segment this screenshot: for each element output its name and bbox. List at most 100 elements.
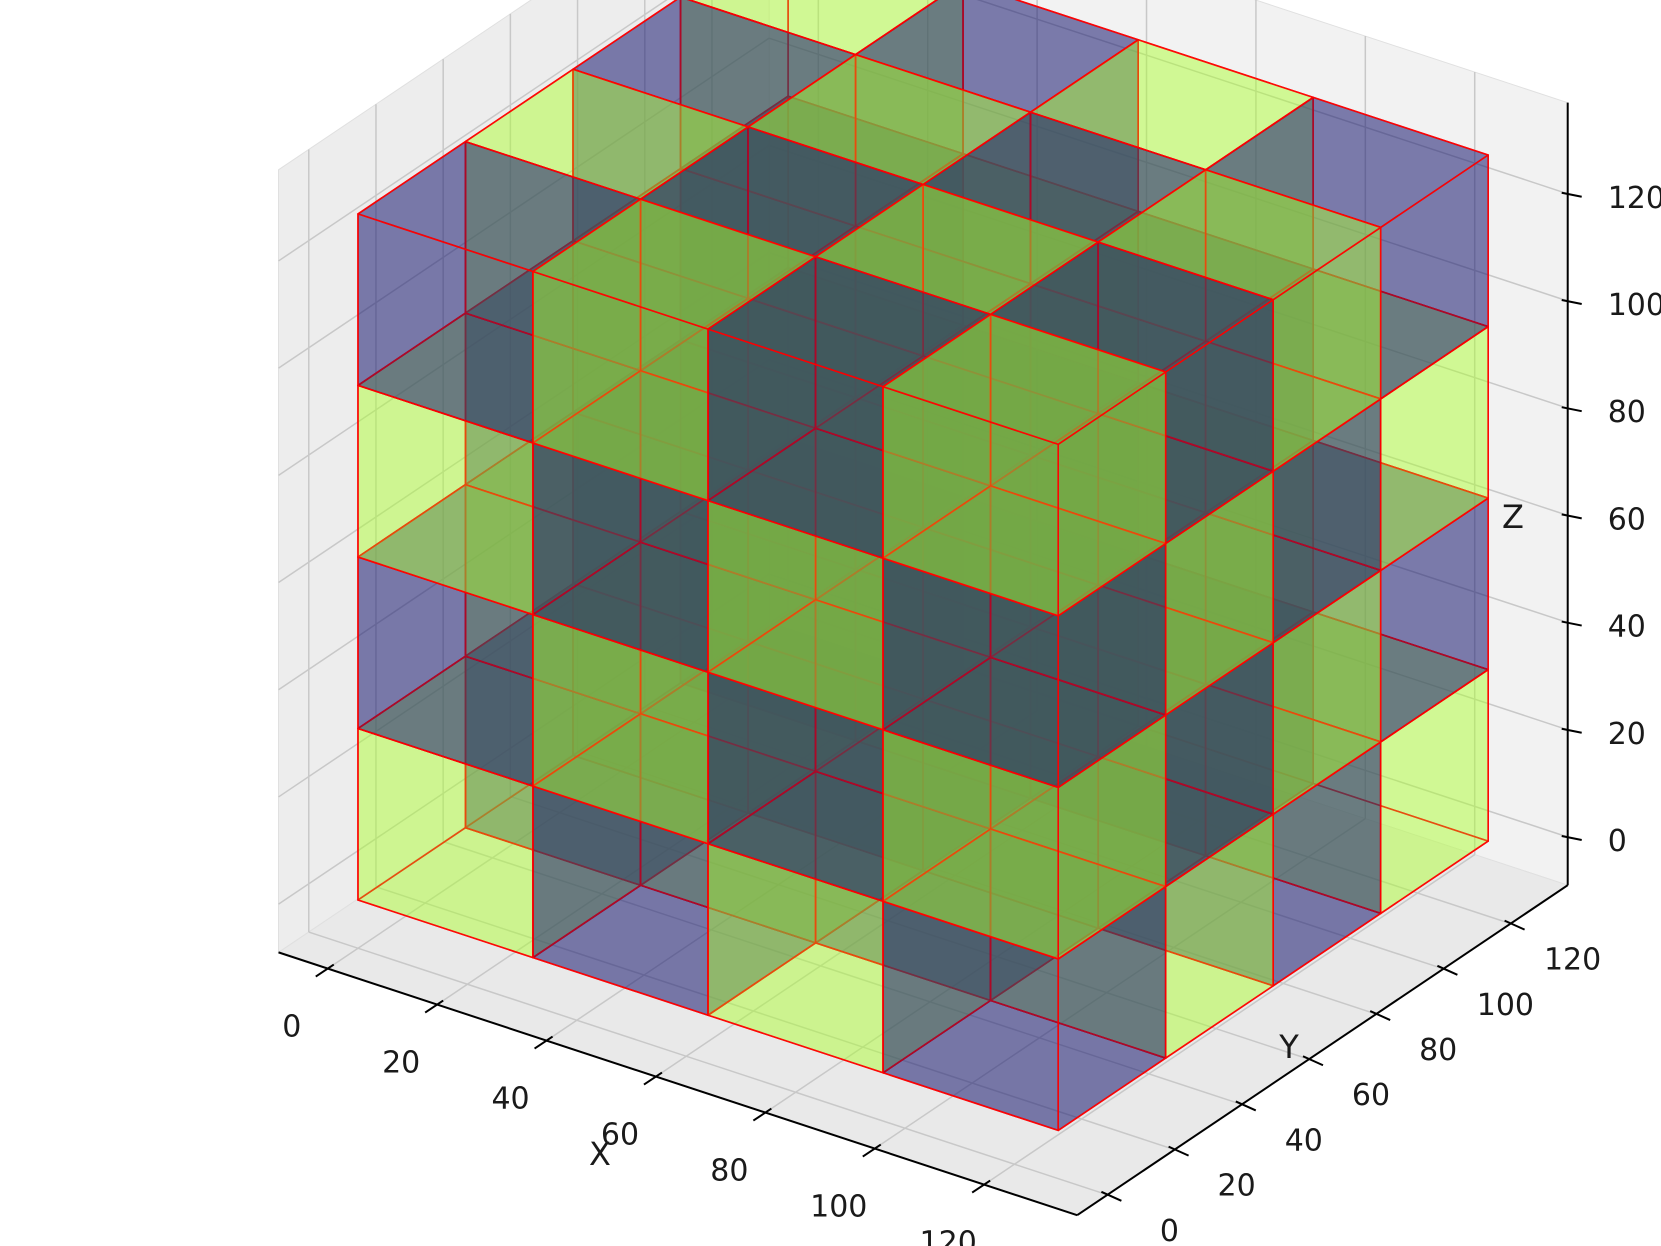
gridline-left-z xyxy=(278,144,770,476)
x-tick xyxy=(752,1107,772,1122)
gridline-back-z xyxy=(768,466,1568,731)
y-axis-label: Y xyxy=(1278,1028,1299,1066)
z-tick-label: 80 xyxy=(1608,395,1646,430)
gridline-floor-y xyxy=(510,795,1310,1060)
gridline-back-z xyxy=(768,144,1568,409)
voxel-empty xyxy=(882,485,1167,789)
gridline-floor-y xyxy=(644,705,1444,970)
gridline-left-z xyxy=(278,573,770,905)
voxel-empty xyxy=(989,241,1274,545)
gridline-floor-y xyxy=(711,660,1511,925)
x-tick-label: 20 xyxy=(382,1046,420,1081)
z-tick-label: 20 xyxy=(1608,717,1646,752)
voxel-empty xyxy=(639,126,924,430)
axis-ticks: 0 20 40 60 80 100 120 0 20 40 60 80 100 120 0 20 40 60 80 1… xyxy=(282,181,1661,1246)
voxel-filled xyxy=(707,770,992,1074)
y-tick-label: 0 xyxy=(1160,1214,1179,1246)
gridline-floor-x xyxy=(764,781,1257,1114)
voxel-filled xyxy=(464,68,749,372)
axis-lines xyxy=(278,102,1569,1217)
gridline-back-z xyxy=(768,573,1568,838)
x-tick-label: 100 xyxy=(810,1190,867,1225)
x-axis-line xyxy=(278,951,1078,1217)
x-tick-label: 80 xyxy=(710,1154,748,1189)
voxel-filled xyxy=(882,656,1167,960)
x-tick xyxy=(971,1179,991,1194)
y-tick xyxy=(1369,1010,1391,1021)
voxel-filled xyxy=(1204,268,1489,572)
voxel-empty xyxy=(639,469,924,773)
z-tick-label: 0 xyxy=(1608,824,1627,859)
voxel-empty xyxy=(707,255,992,560)
voxel-empty xyxy=(357,140,642,444)
voxel-filled xyxy=(989,412,1274,716)
axis-gridlines xyxy=(278,0,1568,1196)
z-tick xyxy=(1561,513,1582,520)
voxel-empty xyxy=(989,584,1274,888)
y-tick xyxy=(1168,1145,1190,1157)
gridline-floor-y xyxy=(442,840,1243,1106)
x-tick xyxy=(424,999,444,1014)
voxel-filled xyxy=(639,640,924,944)
y-tick xyxy=(1100,1190,1122,1202)
z-tick xyxy=(1561,406,1582,413)
gridline-floor-y xyxy=(577,750,1377,1015)
z-tick-label: 40 xyxy=(1608,610,1646,645)
gridline-floor-x xyxy=(983,853,1476,1186)
gridline-back-z xyxy=(768,37,1568,302)
gridline-back-z xyxy=(768,251,1568,517)
voxel-empty xyxy=(747,568,1032,872)
y-tick-label: 120 xyxy=(1544,943,1601,978)
gridline-floor-x xyxy=(327,637,819,970)
y-tick xyxy=(1436,964,1458,976)
gridline-floor-x xyxy=(436,673,929,1006)
voxel-filled xyxy=(989,755,1274,1059)
voxel-empty xyxy=(707,598,992,903)
x-tick xyxy=(534,1035,554,1050)
y-tick-label: 80 xyxy=(1419,1033,1457,1068)
voxel-filled xyxy=(747,53,1032,357)
voxel-empty xyxy=(922,111,1207,415)
voxel-filled xyxy=(882,313,1167,617)
gridline-left-z xyxy=(278,359,770,691)
x-tick-label: 120 xyxy=(920,1226,977,1246)
voxel-layer xyxy=(357,0,1489,1132)
voxel-empty xyxy=(1204,439,1489,743)
y-axis-line xyxy=(1076,884,1569,1217)
voxel-filled xyxy=(357,655,642,959)
gridline-left-z xyxy=(278,251,770,584)
gridline-left-z xyxy=(278,37,770,369)
voxel-filled xyxy=(922,625,1207,930)
voxel-empty xyxy=(1097,683,1382,987)
gridline-left-z xyxy=(278,466,770,798)
voxel-empty xyxy=(882,828,1167,1132)
voxel-empty xyxy=(532,712,817,1017)
z-tick xyxy=(1561,834,1582,841)
voxel-filled xyxy=(814,183,1099,487)
x-tick xyxy=(315,963,335,978)
z-tick xyxy=(1561,298,1582,305)
gridline-back-z xyxy=(976,0,1568,195)
z-tick-label: 120 xyxy=(1608,181,1661,216)
gridline-floor-x xyxy=(655,745,1147,1078)
gridline-floor-x xyxy=(546,709,1038,1042)
z-tick xyxy=(1561,191,1582,198)
y-tick-label: 40 xyxy=(1285,1123,1323,1158)
y-tick xyxy=(1235,1100,1257,1112)
y-tick-label: 100 xyxy=(1477,988,1534,1023)
x-tick xyxy=(862,1143,882,1158)
gridline-floor-y xyxy=(308,931,1108,1196)
x-tick xyxy=(643,1071,663,1086)
x-tick-label: 60 xyxy=(601,1118,639,1153)
gridline-left-z xyxy=(278,0,668,262)
gridline-floor-y xyxy=(375,886,1175,1151)
x-tick-label: 40 xyxy=(491,1082,529,1117)
z-tick xyxy=(1561,727,1582,734)
z-tick-label: 100 xyxy=(1608,288,1661,323)
voxel-filled xyxy=(1204,611,1489,915)
y-tick-label: 20 xyxy=(1217,1169,1255,1204)
y-tick xyxy=(1504,919,1526,931)
voxel-filled xyxy=(357,312,642,616)
y-tick-label: 60 xyxy=(1352,1078,1390,1113)
